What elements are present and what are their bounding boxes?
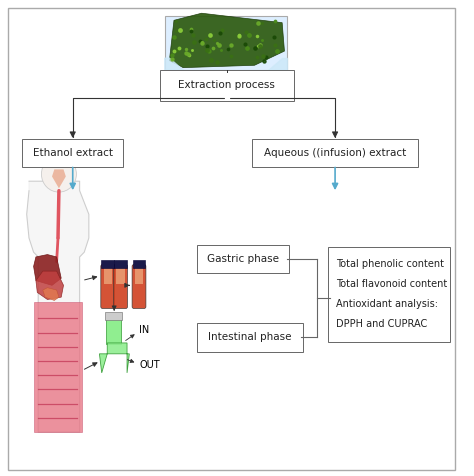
Polygon shape [169, 13, 284, 68]
FancyBboxPatch shape [8, 9, 455, 470]
FancyBboxPatch shape [197, 323, 303, 352]
Text: Ethanol extract: Ethanol extract [33, 148, 113, 158]
Text: Intestinal phase: Intestinal phase [208, 332, 292, 342]
FancyBboxPatch shape [328, 248, 450, 342]
Text: Gastric phase: Gastric phase [207, 254, 279, 264]
Polygon shape [27, 181, 89, 432]
Text: Aqueous ((infusion) extract: Aqueous ((infusion) extract [264, 148, 406, 158]
Text: Extraction process: Extraction process [179, 80, 275, 90]
Polygon shape [34, 255, 61, 285]
FancyBboxPatch shape [252, 139, 418, 167]
FancyBboxPatch shape [103, 268, 112, 285]
Polygon shape [52, 169, 66, 188]
Text: Total flavonoid content: Total flavonoid content [336, 279, 447, 289]
FancyBboxPatch shape [101, 260, 114, 268]
Polygon shape [36, 271, 64, 299]
FancyBboxPatch shape [101, 265, 115, 308]
Text: OUT: OUT [139, 360, 160, 370]
Text: DPPH and CUPRAC: DPPH and CUPRAC [336, 318, 427, 328]
Polygon shape [165, 58, 183, 70]
Polygon shape [100, 343, 129, 373]
FancyBboxPatch shape [106, 317, 121, 344]
FancyBboxPatch shape [197, 245, 289, 274]
Text: IN: IN [139, 325, 150, 335]
Text: Antioxidant analysis:: Antioxidant analysis: [336, 299, 438, 309]
FancyBboxPatch shape [135, 268, 143, 285]
FancyBboxPatch shape [117, 268, 125, 285]
FancyBboxPatch shape [22, 139, 123, 167]
FancyBboxPatch shape [114, 260, 127, 268]
Polygon shape [43, 288, 59, 300]
FancyBboxPatch shape [114, 265, 128, 308]
FancyBboxPatch shape [160, 70, 294, 101]
Polygon shape [268, 58, 287, 70]
FancyBboxPatch shape [105, 312, 122, 320]
FancyBboxPatch shape [165, 16, 287, 70]
Text: Total phenolic content: Total phenolic content [336, 259, 444, 269]
FancyBboxPatch shape [133, 260, 146, 268]
Circle shape [41, 156, 76, 192]
Polygon shape [34, 302, 82, 432]
FancyBboxPatch shape [132, 265, 146, 308]
